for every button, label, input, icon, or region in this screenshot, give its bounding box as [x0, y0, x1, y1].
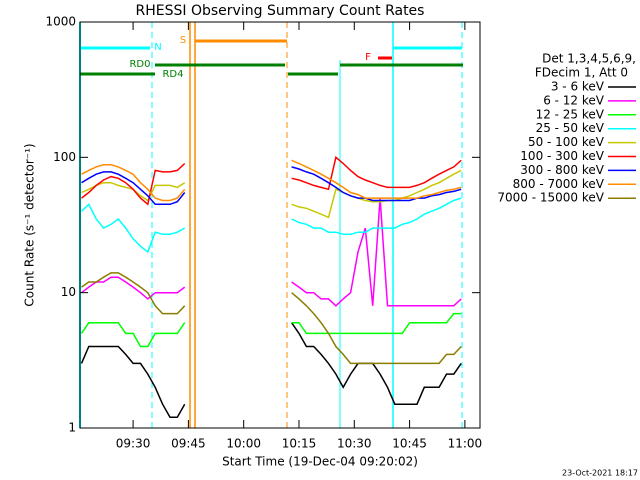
x-tick-label: 10:45: [392, 437, 427, 451]
series-line: [81, 166, 462, 206]
x-tick-label: 10:30: [337, 437, 372, 451]
flag-label: S: [180, 35, 186, 46]
x-tick-label: 11:00: [448, 437, 483, 451]
legend-header: FDecim 1, Att 0: [535, 66, 628, 80]
x-tick-label: 10:15: [282, 437, 317, 451]
flag-label: RD0: [129, 59, 150, 70]
y-tick-label: 10: [61, 285, 76, 299]
x-tick-label: 10:00: [226, 437, 261, 451]
flag-label: F: [365, 52, 371, 63]
legend-label: 100 - 300 keV: [520, 149, 604, 163]
flag-label: N: [154, 42, 161, 53]
legend-label: 800 - 7000 keV: [513, 177, 605, 191]
legend-label: 12 - 25 keV: [536, 107, 605, 121]
legend-label: 3 - 6 keV: [551, 80, 605, 94]
series-line: [80, 322, 462, 419]
flag-lines: [79, 22, 463, 428]
y-tick-label: 100: [53, 150, 76, 164]
legend-label: 300 - 800 keV: [520, 163, 604, 177]
x-tick-label: 09:45: [171, 437, 206, 451]
series-line: [81, 159, 462, 202]
series-line: [81, 272, 462, 365]
chart-title: RHESSI Observing Summary Count Rates: [136, 3, 425, 19]
axis-frame: [79, 21, 481, 429]
y-axis-label: Count Rate (s⁻¹ detector⁻¹): [23, 143, 37, 306]
legend-label: 6 - 12 keV: [543, 93, 605, 107]
x-axis-label: Start Time (19-Dec-04 09:20:02): [222, 455, 418, 469]
legend-label: 50 - 100 keV: [528, 135, 605, 149]
plot-area: [80, 155, 462, 419]
y-tick-label: 1000: [45, 15, 76, 29]
series-line: [81, 155, 462, 206]
series-line: [80, 312, 462, 348]
y-tick-label: 1: [68, 421, 76, 435]
legend-header: Det 1,3,4,5,6,9,: [542, 52, 636, 66]
series-line: [81, 198, 462, 307]
x-tick-label: 09:30: [116, 437, 151, 451]
footer: 23-Oct-2021 18:17: [562, 469, 638, 478]
legend-label: 25 - 50 keV: [536, 121, 605, 135]
series-line: [80, 197, 462, 254]
flag-label: RD4: [162, 69, 183, 80]
legend-label: 7000 - 15000 keV: [497, 191, 604, 205]
